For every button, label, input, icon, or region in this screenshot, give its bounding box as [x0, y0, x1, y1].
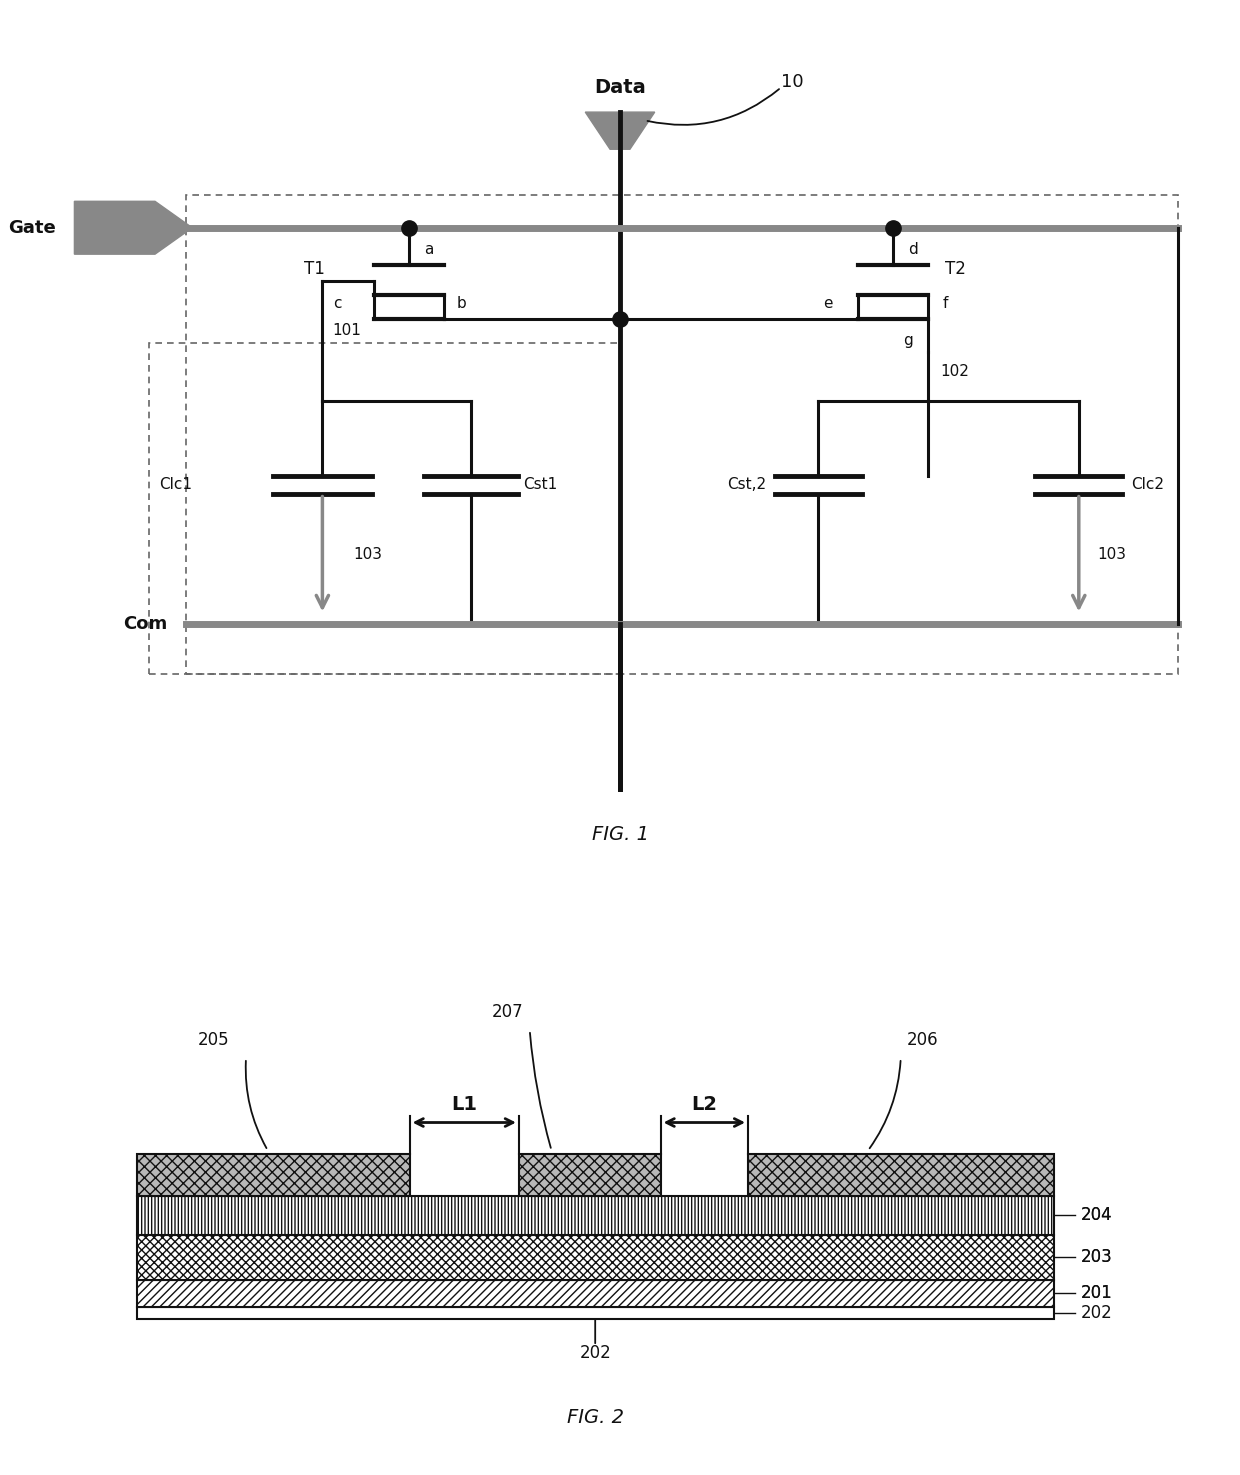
Text: 203: 203	[1081, 1248, 1112, 1267]
Text: L2: L2	[692, 1094, 717, 1114]
Text: d: d	[908, 242, 918, 257]
Bar	[136, 1307, 1054, 1319]
Bar	[136, 1280, 1054, 1307]
Text: T1: T1	[304, 260, 325, 279]
Text: 203: 203	[1081, 1248, 1112, 1267]
Text: 102: 102	[940, 364, 968, 379]
Text: 204: 204	[1081, 1207, 1112, 1224]
Text: 204: 204	[1081, 1207, 1112, 1224]
Text: Clc2: Clc2	[1131, 476, 1164, 493]
Bar	[518, 1153, 661, 1196]
Text: FIG. 1: FIG. 1	[591, 826, 649, 844]
Text: 103: 103	[1097, 547, 1126, 562]
Text: Cst,2: Cst,2	[727, 476, 766, 493]
Text: 201: 201	[1081, 1285, 1112, 1302]
Text: T2: T2	[945, 260, 966, 279]
Text: Clc1: Clc1	[159, 476, 192, 493]
Text: b: b	[456, 296, 466, 311]
Bar	[149, 344, 620, 674]
Bar	[136, 1153, 409, 1196]
Text: 201: 201	[1081, 1285, 1112, 1302]
Text: c: c	[334, 296, 341, 311]
Bar	[186, 195, 1178, 674]
Text: Cst1: Cst1	[523, 476, 558, 493]
Polygon shape	[74, 201, 192, 254]
Text: 202: 202	[579, 1344, 611, 1361]
Bar	[136, 1235, 1054, 1280]
Text: 202: 202	[1081, 1304, 1112, 1322]
Text: Gate: Gate	[7, 218, 56, 237]
Polygon shape	[585, 112, 655, 149]
Text: Data: Data	[594, 78, 646, 97]
Text: a: a	[424, 242, 434, 257]
Text: 101: 101	[332, 323, 361, 338]
Text: Com: Com	[123, 615, 167, 633]
Text: FIG. 2: FIG. 2	[567, 1409, 624, 1426]
Text: f: f	[942, 296, 947, 311]
Text: e: e	[823, 296, 833, 311]
Text: 10: 10	[781, 74, 804, 91]
Text: 207: 207	[492, 1003, 523, 1021]
Bar	[136, 1196, 1054, 1235]
Text: 205: 205	[197, 1031, 229, 1049]
Text: 206: 206	[906, 1031, 939, 1049]
Text: 103: 103	[353, 547, 382, 562]
Text: g: g	[903, 333, 913, 348]
Bar	[748, 1153, 1054, 1196]
Text: L1: L1	[451, 1094, 477, 1114]
